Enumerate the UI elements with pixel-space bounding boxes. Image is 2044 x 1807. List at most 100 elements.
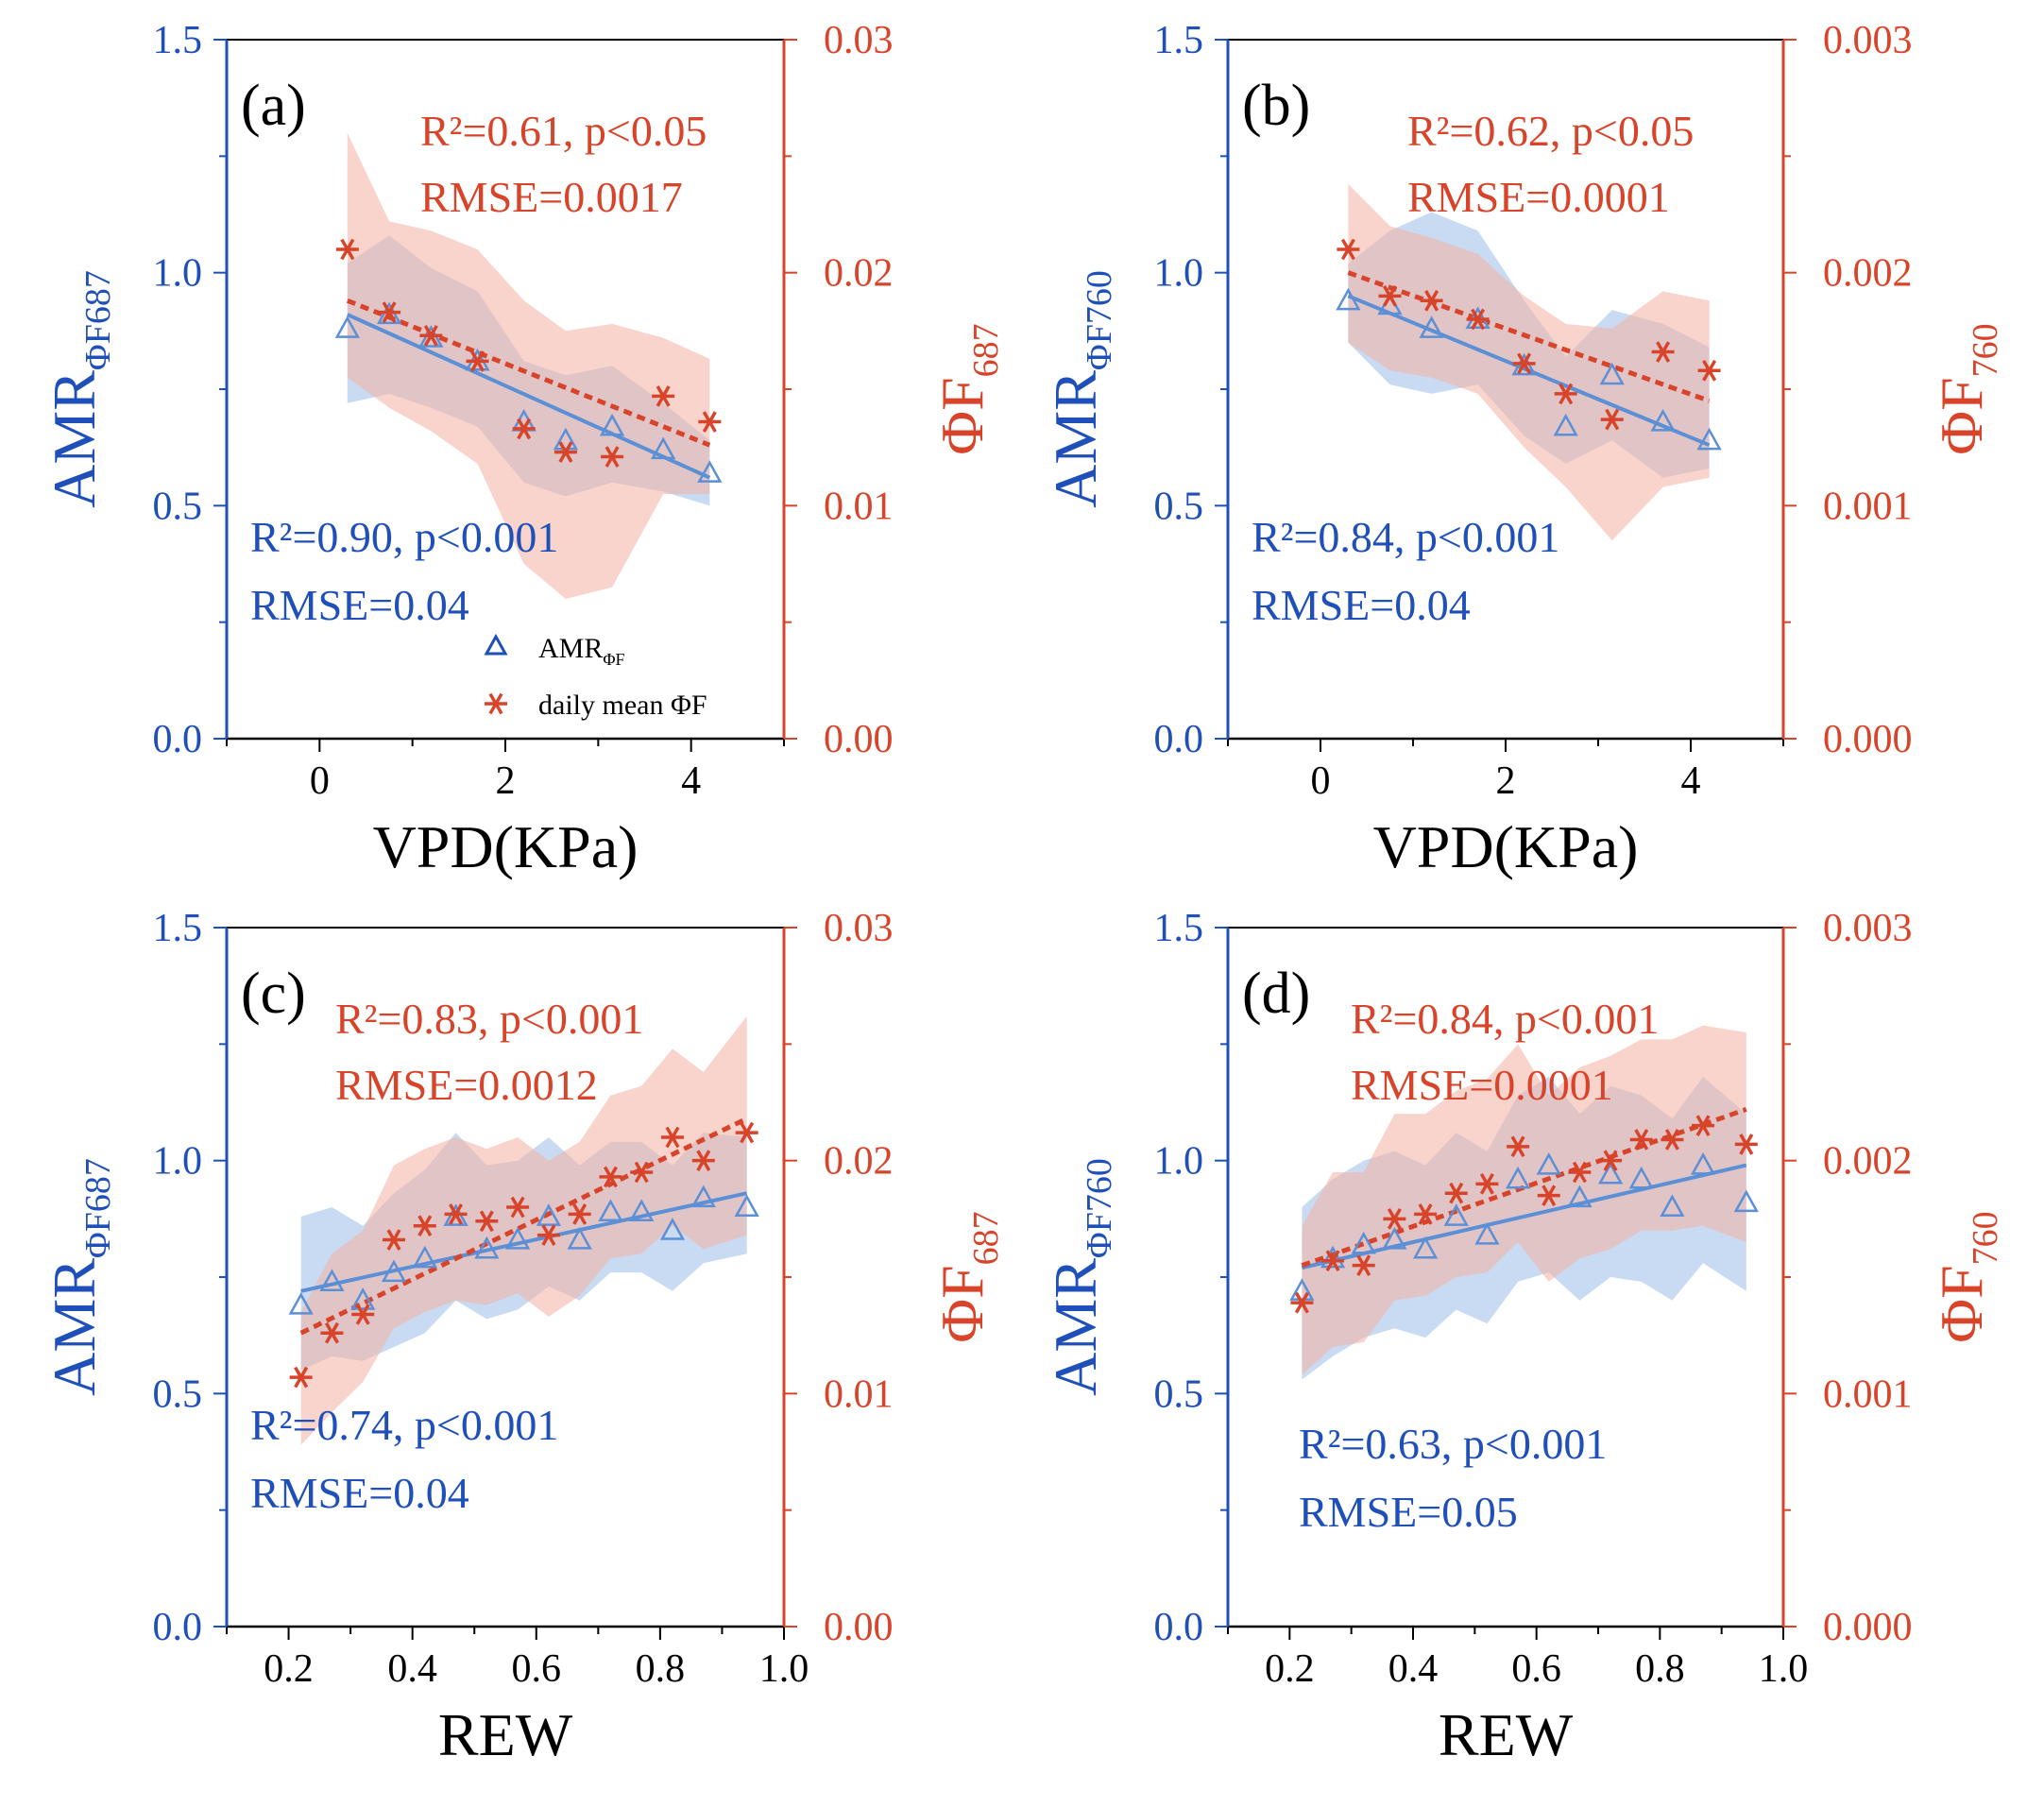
phif-fit-line <box>346 298 711 448</box>
amr-fit-line <box>347 313 711 480</box>
phif-point <box>661 1126 684 1149</box>
y-right-tick-label: 0.001 <box>1823 485 1913 528</box>
y-left-tick-label: 1.0 <box>153 252 203 296</box>
amr-point <box>1320 1245 1346 1269</box>
amr-point <box>536 1203 562 1226</box>
phif-uncertainty-band <box>300 1015 747 1445</box>
phif-point <box>1290 1291 1314 1314</box>
phif-point <box>378 301 401 323</box>
y-axis-title-right: ΦF760 <box>1928 323 2005 454</box>
panel-label: (d) <box>1242 962 1310 1026</box>
amr-point <box>734 1194 759 1218</box>
x-tick-label: 0.4 <box>387 1647 437 1691</box>
phif-point <box>1512 352 1536 375</box>
phif-point <box>601 446 624 468</box>
amr-point <box>1696 427 1722 451</box>
red-rmse-annotation: RMSE=0.0017 <box>420 173 683 221</box>
amr-point <box>697 460 723 483</box>
y-right-tick-label: 0.01 <box>824 1372 894 1416</box>
y-right-tick-label: 0.00 <box>824 718 894 761</box>
y-right-tick-label: 0.002 <box>1823 1140 1913 1184</box>
phif-point <box>1420 289 1443 312</box>
phif-point <box>652 385 675 407</box>
legend-phif-marker <box>485 692 507 715</box>
red-rmse-annotation: RMSE=0.0001 <box>1407 173 1670 221</box>
x-axis-title: VPD(KPa) <box>373 813 639 880</box>
y-left-title-text: AMRΦF760 <box>1042 1158 1119 1396</box>
phif-point <box>691 1150 715 1171</box>
phif-point <box>1444 1182 1468 1204</box>
y-right-tick-label: 0.00 <box>824 1606 894 1649</box>
amr-point <box>1599 362 1625 385</box>
y-right-tick-label: 0.01 <box>824 485 894 528</box>
y-left-tick-label: 1.5 <box>153 19 203 62</box>
y-right-tick-label: 0.03 <box>824 907 894 950</box>
amr-point <box>1382 1226 1407 1250</box>
blue-rmse-annotation: RMSE=0.04 <box>250 1469 469 1517</box>
phif-point <box>1629 1129 1653 1151</box>
red-rmse-annotation: RMSE=0.0012 <box>335 1061 598 1109</box>
amr-point <box>1650 408 1676 432</box>
phif-point <box>444 1203 468 1225</box>
amr-point <box>1597 1161 1624 1185</box>
x-tick-label: 0.2 <box>1265 1647 1315 1691</box>
blue-rmse-annotation: RMSE=0.04 <box>1252 581 1471 629</box>
amr-point <box>381 1259 407 1283</box>
amr-point <box>319 1269 345 1291</box>
x-tick-label: 4 <box>1681 759 1701 803</box>
y-right-tick-label: 0.001 <box>1823 1372 1913 1416</box>
panel-c: 0.2 0.4 0.6 0.8 1.0 0.0 0.5 1.0 1.5 0.00 0.01 0.02 0… <box>41 907 1006 1768</box>
x-tick-label: 0 <box>310 759 330 803</box>
phif-point <box>335 238 359 261</box>
amr-point <box>690 1185 716 1208</box>
phif-fit-line <box>299 1117 748 1336</box>
y-right-tick-label: 0.02 <box>824 1140 894 1184</box>
blue-r2-annotation: R²=0.90, p<0.001 <box>250 513 558 561</box>
amr-point <box>1536 1152 1561 1175</box>
phif-point <box>1383 1208 1406 1230</box>
phif-point <box>1651 341 1675 363</box>
amr-point <box>504 1226 531 1250</box>
phif-point <box>1475 1173 1499 1195</box>
y-left-title-text: AMRΦF760 <box>1042 270 1119 508</box>
panel-d: 0.2 0.4 0.6 0.8 1.0 0.0 0.5 1.0 1.5 0.000 0.001 0.0… <box>1042 907 2005 1768</box>
amr-point <box>659 1218 686 1240</box>
x-tick-label: 0.4 <box>1388 1647 1439 1691</box>
amr-point <box>553 427 579 451</box>
x-axis-title: VPD(KPa) <box>1373 813 1639 880</box>
amr-point <box>598 1199 623 1221</box>
phif-point <box>1661 1129 1684 1151</box>
red-r2-annotation: R²=0.84, p<0.001 <box>1351 995 1659 1043</box>
y-left-tick-label: 0.0 <box>153 1606 203 1649</box>
blue-rmse-annotation: RMSE=0.05 <box>1299 1488 1518 1536</box>
phif-point <box>554 441 577 463</box>
y-axis-title-left: AMRΦF687 <box>41 270 118 508</box>
phif-uncertainty-band <box>1302 1025 1746 1375</box>
y-right-tick-label: 0.03 <box>824 19 894 62</box>
phif-fit-line <box>1347 270 1711 403</box>
y-left-tick-label: 1.0 <box>1154 1140 1204 1184</box>
phif-point <box>320 1321 344 1344</box>
amr-point <box>1443 1203 1469 1226</box>
y-right-tick-label: 0.02 <box>824 252 894 296</box>
phif-point <box>568 1203 591 1225</box>
panel-label: (b) <box>1242 74 1310 138</box>
blue-r2-annotation: R²=0.84, p<0.001 <box>1252 513 1559 561</box>
y-left-tick-label: 0.5 <box>153 1372 203 1416</box>
amr-point <box>651 436 676 460</box>
y-right-title-text: ΦF687 <box>928 323 1006 454</box>
y-axis-title-right: ΦF687 <box>928 1211 1006 1342</box>
legend-amr-marker <box>484 633 508 656</box>
y-left-tick-label: 1.0 <box>1154 252 1204 296</box>
y-left-title-text: AMRΦF687 <box>41 1158 118 1396</box>
y-left-tick-label: 0.5 <box>153 485 203 528</box>
amr-point <box>1733 1189 1759 1213</box>
phif-fit-line <box>1301 1107 1747 1269</box>
phif-point <box>1414 1203 1438 1225</box>
amr-point <box>1628 1166 1654 1189</box>
phif-point <box>537 1224 560 1246</box>
amr-point <box>350 1287 376 1310</box>
y-axis-title-right: ΦF760 <box>1928 1211 2005 1342</box>
x-tick-label: 0.8 <box>636 1647 686 1691</box>
